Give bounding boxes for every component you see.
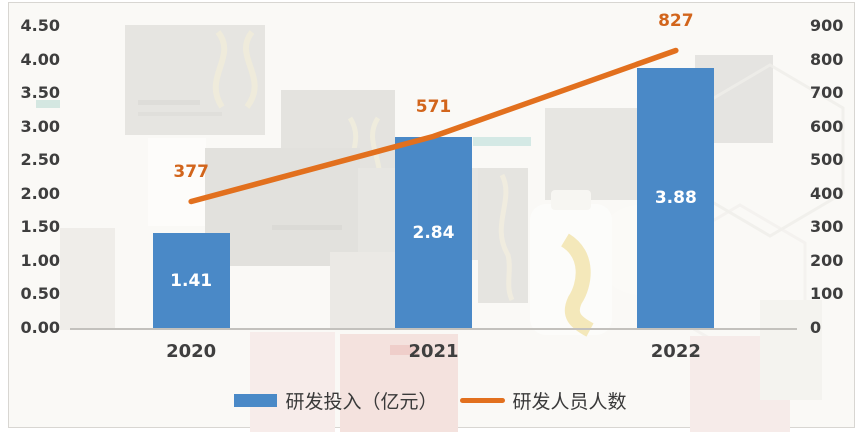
legend-line-swatch-icon [459, 397, 505, 403]
legend-bar-swatch-icon [234, 393, 278, 407]
left-axis-tick: 0.00 [20, 318, 60, 337]
left-axis-tick: 2.00 [20, 183, 60, 203]
right-axis-tick: 600 [810, 116, 844, 136]
right-axis-tick: 900 [810, 16, 844, 35]
x-axis-line [70, 328, 797, 330]
right-axis-tick: 300 [810, 217, 844, 237]
left-axis-tick: 1.00 [20, 250, 60, 270]
legend-bar-label: 研发投入（亿元） [285, 390, 438, 413]
line-value-label: 377 [173, 162, 209, 183]
right-axis-tick: 400 [810, 183, 844, 203]
bar-value-label: 2.84 [412, 222, 455, 243]
right-axis-tick: 0 [810, 318, 822, 337]
left-axis-tick: 0.50 [20, 284, 60, 304]
right-axis-tick: 100 [810, 284, 844, 304]
right-axis-tick: 500 [810, 150, 844, 170]
line-value-label: 571 [415, 97, 452, 118]
bar-value-label: 3.88 [654, 187, 697, 208]
bar-2020 [152, 233, 230, 328]
x-axis-label-2022: 2022 [650, 341, 701, 362]
legend-line-label: 研发人员人数 [512, 390, 627, 413]
left-axis-tick: 4.50 [20, 16, 60, 35]
left-axis-tick: 3.00 [20, 116, 60, 136]
line-value-label: 827 [658, 11, 694, 32]
left-axis-tick: 1.50 [20, 217, 60, 237]
left-axis-tick: 3.50 [20, 83, 60, 103]
right-axis-tick: 800 [810, 49, 844, 69]
right-axis-tick: 700 [810, 83, 844, 103]
left-axis-tick: 4.00 [20, 49, 60, 69]
x-axis-label-2021: 2021 [408, 341, 459, 362]
x-axis-label-2020: 2020 [166, 341, 217, 362]
bar-value-label: 1.41 [170, 270, 213, 291]
left-axis-tick: 2.50 [20, 150, 60, 170]
legend: 研发投入（亿元） 研发人员人数 [0, 386, 861, 414]
right-axis-tick: 200 [810, 250, 844, 270]
